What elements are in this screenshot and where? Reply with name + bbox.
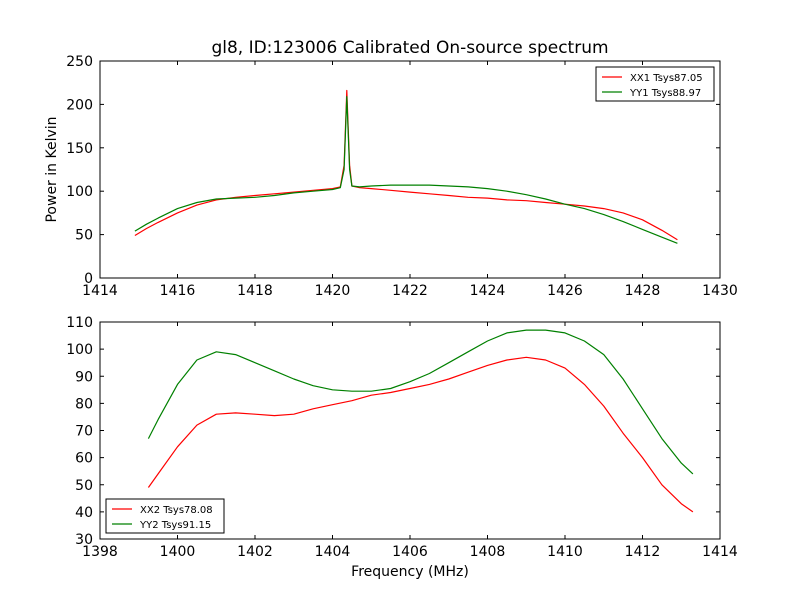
- x-tick-label: 1412: [625, 544, 661, 560]
- series-line-2-2: [147, 329, 694, 475]
- legend-label: YY2 Tsys91.15: [139, 520, 211, 531]
- y-tick-label: 50: [75, 228, 93, 244]
- series-line-1-2: [134, 95, 678, 244]
- x-axis-label: Frequency (MHz): [351, 564, 469, 580]
- y-tick-label: 70: [75, 424, 93, 440]
- y-tick-label: 100: [66, 342, 93, 358]
- x-tick-label: 1400: [160, 544, 196, 560]
- chart-title: gl8, ID:123006 Calibrated On-source spec…: [211, 38, 608, 58]
- x-tick-label: 1402: [237, 544, 273, 560]
- legend-2: XX2 Tsys78.08 YY2 Tsys91.15: [105, 498, 225, 534]
- x-tick-label: 1414: [82, 283, 118, 299]
- x-tick-label: 1410: [547, 544, 583, 560]
- x-tick-label: 1424: [470, 283, 506, 299]
- y-tick-label: 30: [75, 532, 93, 548]
- legend-label: XX1 Tsys87.05: [630, 73, 703, 84]
- y-tick-label: 200: [66, 97, 93, 113]
- x-tick-label: 1398: [82, 544, 118, 560]
- x-tick-label: 1404: [315, 544, 351, 560]
- legend-label: XX2 Tsys78.08: [140, 505, 213, 516]
- y-tick-label: 50: [75, 478, 93, 494]
- x-tick-label: 1426: [547, 283, 583, 299]
- y-tick-label: 60: [75, 451, 93, 467]
- x-tick-label: 1414: [702, 544, 738, 560]
- y-tick-label: 80: [75, 396, 93, 412]
- x-tick-label: 1420: [315, 283, 351, 299]
- y-tick-label: 100: [66, 184, 93, 200]
- legend-box: [105, 498, 225, 534]
- y-tick-label: 110: [66, 315, 93, 331]
- y-tick-label: 40: [75, 505, 93, 521]
- x-tick-label: 1418: [237, 283, 273, 299]
- y-tick-label: 150: [66, 141, 93, 157]
- x-tick-label: 1428: [625, 283, 661, 299]
- series-line-2-1: [147, 356, 694, 513]
- charts-layer: 1414 1416 1418 1420 1422 1424 1426 1428 14300501…: [44, 54, 738, 580]
- chart-1: 1414 1416 1418 1420 1422 1424 1426 1428 1430 0 50 1…: [44, 54, 738, 299]
- x-tick-label: 1408: [470, 544, 506, 560]
- y-tick-label: 250: [66, 54, 93, 70]
- x-tick-label: 1430: [702, 283, 738, 299]
- legend-box: [595, 66, 715, 102]
- chart-2: 1398 1400 1402 1404 1406 1408 1410 1412 1414 30 40…: [66, 315, 738, 580]
- x-tick-label: 1416: [160, 283, 196, 299]
- legend-1: XX1 Tsys87.05 YY1 Tsys88.97: [595, 66, 715, 102]
- x-tick-label: 1422: [392, 283, 428, 299]
- y-tick-label: 90: [75, 369, 93, 385]
- x-tick-label: 1406: [392, 544, 428, 560]
- y-tick-label: 0: [84, 271, 93, 287]
- y-axis-label: Power in Kelvin: [44, 116, 60, 222]
- legend-label: YY1 Tsys88.97: [629, 88, 701, 99]
